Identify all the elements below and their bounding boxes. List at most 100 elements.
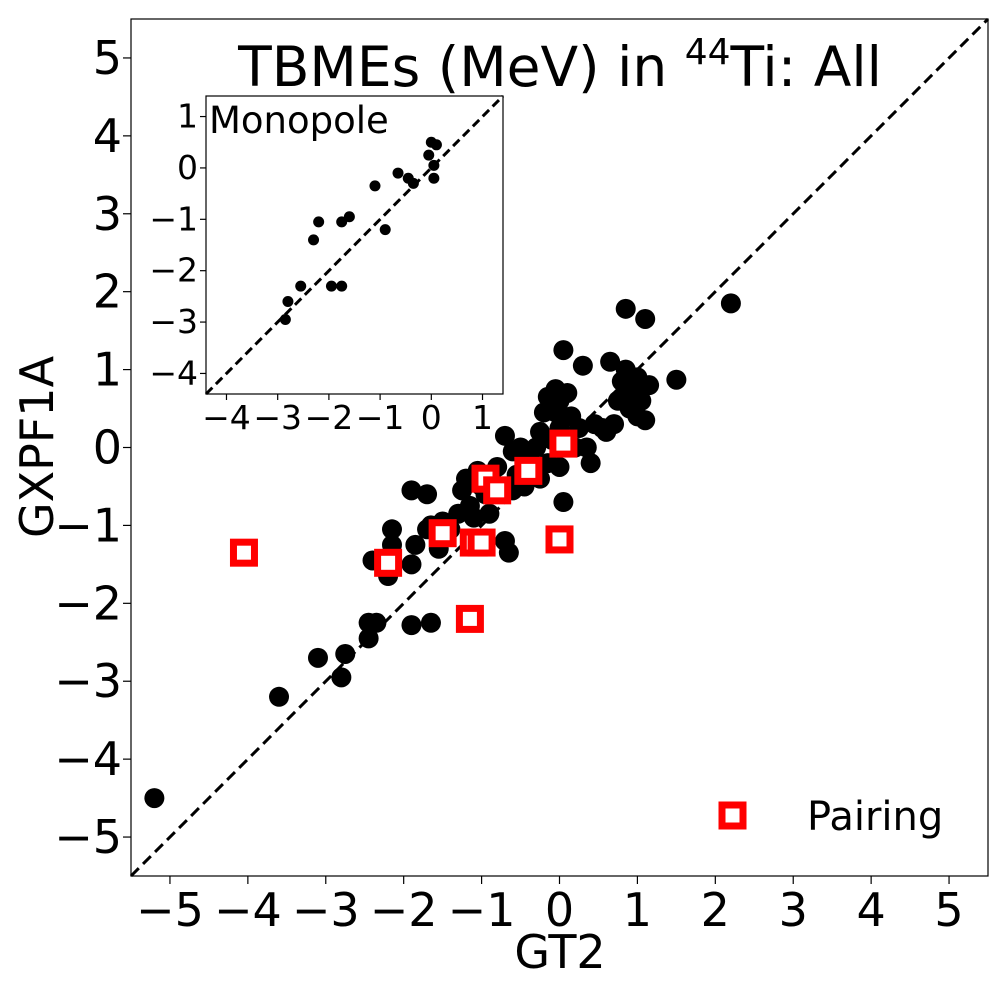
title-suffix: Ti: All xyxy=(730,35,882,99)
main-data-point xyxy=(401,615,422,636)
main-x-ticks: −5 −4 −3 −2 −1 0 1 2 3 4 5 xyxy=(136,876,964,937)
main-data-point xyxy=(463,507,484,528)
inset-x-tick-label: −1 xyxy=(356,398,405,437)
y-axis-label: GXPF1A xyxy=(10,355,64,538)
inset-x-tick-label: 1 xyxy=(472,398,493,437)
main-data-point xyxy=(401,554,422,575)
main-data-point xyxy=(635,308,656,329)
main-data-point xyxy=(615,298,636,319)
title-prefix: TBMEs (MeV) in xyxy=(237,35,685,99)
main-data-point xyxy=(269,686,290,707)
pairing-data-point xyxy=(545,525,574,554)
pairing-data-point xyxy=(483,476,512,505)
main-data-point xyxy=(417,484,438,505)
inset-data-point xyxy=(423,149,435,161)
main-x-tick-label: 2 xyxy=(701,883,730,937)
main-data-point xyxy=(331,667,352,688)
main-data-point xyxy=(720,293,741,314)
inset-y-tick-label: −3 xyxy=(149,302,198,341)
inset-data-point xyxy=(428,172,440,184)
main-x-tick-label: −2 xyxy=(370,883,438,937)
main-data-point xyxy=(572,355,593,376)
main-data-point xyxy=(549,456,570,477)
main-data-point xyxy=(420,612,441,633)
main-x-tick-label: −5 xyxy=(136,883,204,937)
main-data-point xyxy=(358,628,379,649)
inset-data-point xyxy=(282,296,294,308)
inset-x-tick-label: −2 xyxy=(305,398,354,437)
main-x-tick-label: 0 xyxy=(545,883,574,937)
inset-y-tick-label: −4 xyxy=(149,353,198,392)
main-data-point xyxy=(405,534,426,555)
main-data-point xyxy=(635,410,656,431)
legend-pairing-marker xyxy=(718,801,747,830)
main-y-tick-label: −2 xyxy=(54,576,122,630)
inset-x-tick-label: −3 xyxy=(253,398,302,437)
pairing-data-point xyxy=(455,604,484,633)
main-data-point xyxy=(666,369,687,390)
main-data-point xyxy=(553,492,574,513)
main-y-tick-label: 4 xyxy=(93,109,122,163)
pairing-data-point xyxy=(549,429,578,458)
inset-x-ticks: −4 −3 −2 −1 0 1 xyxy=(202,394,493,437)
main-data-point xyxy=(553,340,574,361)
inset-y-tick-label: −1 xyxy=(149,199,198,238)
pairing-data-point xyxy=(514,456,543,485)
main-x-tick-label: 4 xyxy=(856,883,885,937)
main-data-point xyxy=(366,612,387,633)
inset-data-point xyxy=(392,167,404,179)
main-data-point xyxy=(631,390,652,411)
main-data-point xyxy=(576,437,597,458)
pairing-data-point xyxy=(229,538,258,567)
main-y-tick-label: 2 xyxy=(93,265,122,319)
main-y-tick-label: 0 xyxy=(93,421,122,475)
main-x-tick-label: 5 xyxy=(934,883,963,937)
inset-data-point xyxy=(313,216,325,228)
main-data-point xyxy=(307,647,328,668)
main-y-tick-label: 3 xyxy=(93,187,122,241)
inset-plot: −4 −3 −2 −1 0 1 10−1−2−3−4 Monopole xyxy=(149,94,505,437)
inset-data-point xyxy=(325,280,337,292)
inset-data-point xyxy=(343,211,355,223)
main-y-tick-label: −5 xyxy=(54,810,122,864)
inset-data-point xyxy=(369,180,381,192)
main-x-tick-label: −3 xyxy=(292,883,360,937)
legend: Pairing xyxy=(718,794,943,840)
main-data-point xyxy=(600,351,621,372)
inset-data-point xyxy=(407,177,419,189)
main-data-point xyxy=(526,437,547,458)
inset-data-point xyxy=(428,159,440,171)
main-data-point xyxy=(494,425,515,446)
main-y-tick-label: −4 xyxy=(54,732,122,786)
main-data-point xyxy=(580,453,601,474)
chart-title: TBMEs (MeV) in 44Ti: All xyxy=(237,32,882,99)
main-y-tick-label: −3 xyxy=(54,654,122,708)
inset-data-point xyxy=(295,280,307,292)
inset-data-point xyxy=(336,280,348,292)
inset-x-tick-label: 0 xyxy=(421,398,442,437)
main-x-tick-label: −4 xyxy=(214,883,282,937)
title-superscript: 44 xyxy=(685,32,731,73)
main-data-point xyxy=(604,414,625,435)
inset-y-ticks: 1 0 −1 −2 −3 −4 xyxy=(149,97,206,392)
main-x-tick-label: −1 xyxy=(448,883,516,937)
pairing-points-group xyxy=(229,429,578,633)
inset-data-point xyxy=(430,139,442,151)
main-y-tick-label: 5 xyxy=(93,31,122,85)
main-data-point xyxy=(381,519,402,540)
main-x-tick-label: 1 xyxy=(623,883,652,937)
main-x-tick-label: 3 xyxy=(779,883,808,937)
main-data-point xyxy=(639,375,660,396)
inset-points-group xyxy=(279,136,442,325)
inset-x-tick-label: −4 xyxy=(202,398,251,437)
inset-diagonal-line xyxy=(204,94,505,396)
pairing-data-point xyxy=(374,548,403,577)
main-data-point xyxy=(335,643,356,664)
main-data-point xyxy=(479,503,500,524)
inset-data-point xyxy=(279,314,291,325)
pairing-data-point xyxy=(467,528,496,557)
inset-data-point xyxy=(379,224,391,236)
pairing-data-point xyxy=(428,519,457,548)
